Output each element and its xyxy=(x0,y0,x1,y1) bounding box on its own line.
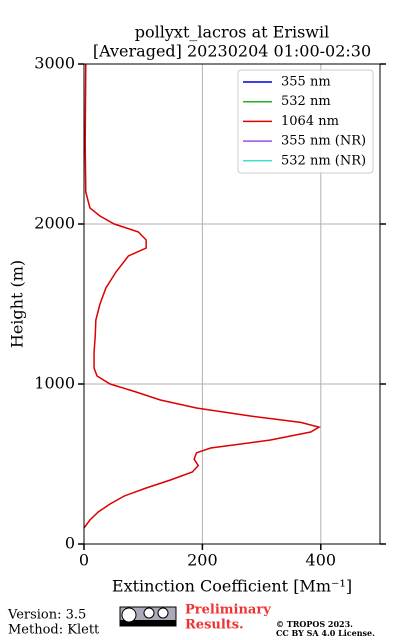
chart-title: pollyxt_lacros at Eriswil xyxy=(135,23,329,42)
chart-subtitle: [Averaged] 20230204 01:00-02:30 xyxy=(93,42,371,61)
y-tick-label: 0 xyxy=(65,534,75,553)
legend-label: 532 nm (NR) xyxy=(281,153,366,168)
legend-label: 532 nm xyxy=(281,94,331,109)
preliminary: Preliminary xyxy=(185,603,271,618)
preliminary: Results. xyxy=(185,618,244,633)
x-axis-label: Extinction Coefficient [Mm⁻¹] xyxy=(112,577,352,596)
y-tick-label: 3000 xyxy=(34,54,75,73)
x-tick-label: 0 xyxy=(79,551,89,570)
legend-label: 355 nm (NR) xyxy=(281,134,366,149)
method: Method: Klett xyxy=(8,623,100,638)
copyright: © TROPOS 2023. xyxy=(276,619,353,629)
x-tick-label: 200 xyxy=(187,551,218,570)
line-series xyxy=(83,63,321,529)
y-tick-label: 2000 xyxy=(34,214,75,233)
legend-box xyxy=(237,69,374,174)
cc-logo xyxy=(119,606,177,627)
x-tick-label: 400 xyxy=(306,551,337,570)
y-tick-label: 1000 xyxy=(34,374,75,393)
version: Version: 3.5 xyxy=(7,608,86,623)
legend-label: 1064 nm xyxy=(281,114,339,129)
y-axis-label: Height (m) xyxy=(8,260,27,348)
copyright: CC BY SA 4.0 License. xyxy=(276,628,375,638)
plot-frame xyxy=(83,63,381,545)
legend-label: 355 nm xyxy=(281,75,331,90)
